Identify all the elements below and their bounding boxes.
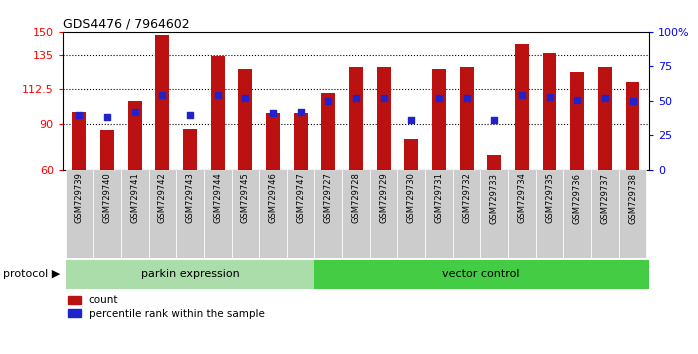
Bar [487,155,501,170]
Bar [315,170,342,258]
Bar [432,69,446,170]
Text: GSM729740: GSM729740 [103,172,112,223]
Bar [287,170,315,258]
Point [544,94,555,99]
Text: GSM729739: GSM729739 [75,172,84,223]
Text: GSM729728: GSM729728 [352,172,360,223]
Point [350,95,362,101]
Bar [453,170,480,258]
Bar [598,67,612,170]
Bar [121,170,149,258]
Bar [73,112,87,170]
Bar [425,170,453,258]
Bar [404,139,418,170]
Text: GSM729745: GSM729745 [241,172,250,223]
Bar [232,170,259,258]
Point [461,95,472,101]
Point [517,92,528,98]
Point [322,98,334,104]
Point [627,98,638,104]
Bar [515,44,529,170]
Point [157,92,168,98]
Text: GSM729738: GSM729738 [628,172,637,224]
Point [406,118,417,123]
Bar [536,170,563,258]
Bar [176,170,204,258]
Text: GSM729744: GSM729744 [213,172,222,223]
Bar [183,129,197,170]
Text: vector control: vector control [442,269,519,279]
Text: GSM729730: GSM729730 [407,172,416,223]
Bar [377,67,391,170]
Point [489,118,500,123]
Text: GSM729743: GSM729743 [186,172,195,223]
Bar [397,170,425,258]
Point [433,95,445,101]
Bar [591,170,618,258]
Bar [266,113,280,170]
Bar [315,260,660,289]
Bar [149,170,176,258]
Bar [563,170,591,258]
Text: GSM729727: GSM729727 [324,172,333,223]
Text: GSM729737: GSM729737 [600,172,609,224]
Text: GDS4476 / 7964602: GDS4476 / 7964602 [63,18,189,31]
Bar [508,170,536,258]
Text: GSM729735: GSM729735 [545,172,554,223]
Bar [542,53,556,170]
Point [184,112,195,118]
Point [101,115,112,120]
Text: GSM729741: GSM729741 [131,172,139,223]
Bar [370,170,397,258]
Point [295,109,306,115]
Legend: count, percentile rank within the sample: count, percentile rank within the sample [68,296,265,319]
Text: GSM729729: GSM729729 [379,172,388,223]
Bar [94,170,121,258]
Text: parkin expression: parkin expression [141,269,239,279]
Bar [204,170,232,258]
Bar [100,130,114,170]
Text: GSM729736: GSM729736 [573,172,581,224]
Bar [480,170,508,258]
Text: protocol ▶: protocol ▶ [3,269,61,279]
Bar [128,101,142,170]
Bar [211,56,225,170]
Bar [66,260,315,289]
Point [378,95,389,101]
Point [267,110,279,116]
Text: GSM729732: GSM729732 [462,172,471,223]
Text: GSM729731: GSM729731 [434,172,443,223]
Text: GSM729747: GSM729747 [296,172,305,223]
Bar [342,170,370,258]
Bar [66,170,94,258]
Bar [239,69,252,170]
Bar [625,82,639,170]
Bar [349,67,363,170]
Bar [294,113,308,170]
Text: GSM729742: GSM729742 [158,172,167,223]
Bar [460,67,473,170]
Point [572,97,583,102]
Point [212,92,223,98]
Point [600,95,611,101]
Bar [259,170,287,258]
Point [74,112,85,118]
Bar [321,93,335,170]
Bar [618,170,646,258]
Bar [570,72,584,170]
Text: GSM729734: GSM729734 [517,172,526,223]
Bar [156,35,170,170]
Point [129,109,140,115]
Text: GSM729746: GSM729746 [269,172,278,223]
Point [240,95,251,101]
Text: GSM729733: GSM729733 [490,172,499,224]
